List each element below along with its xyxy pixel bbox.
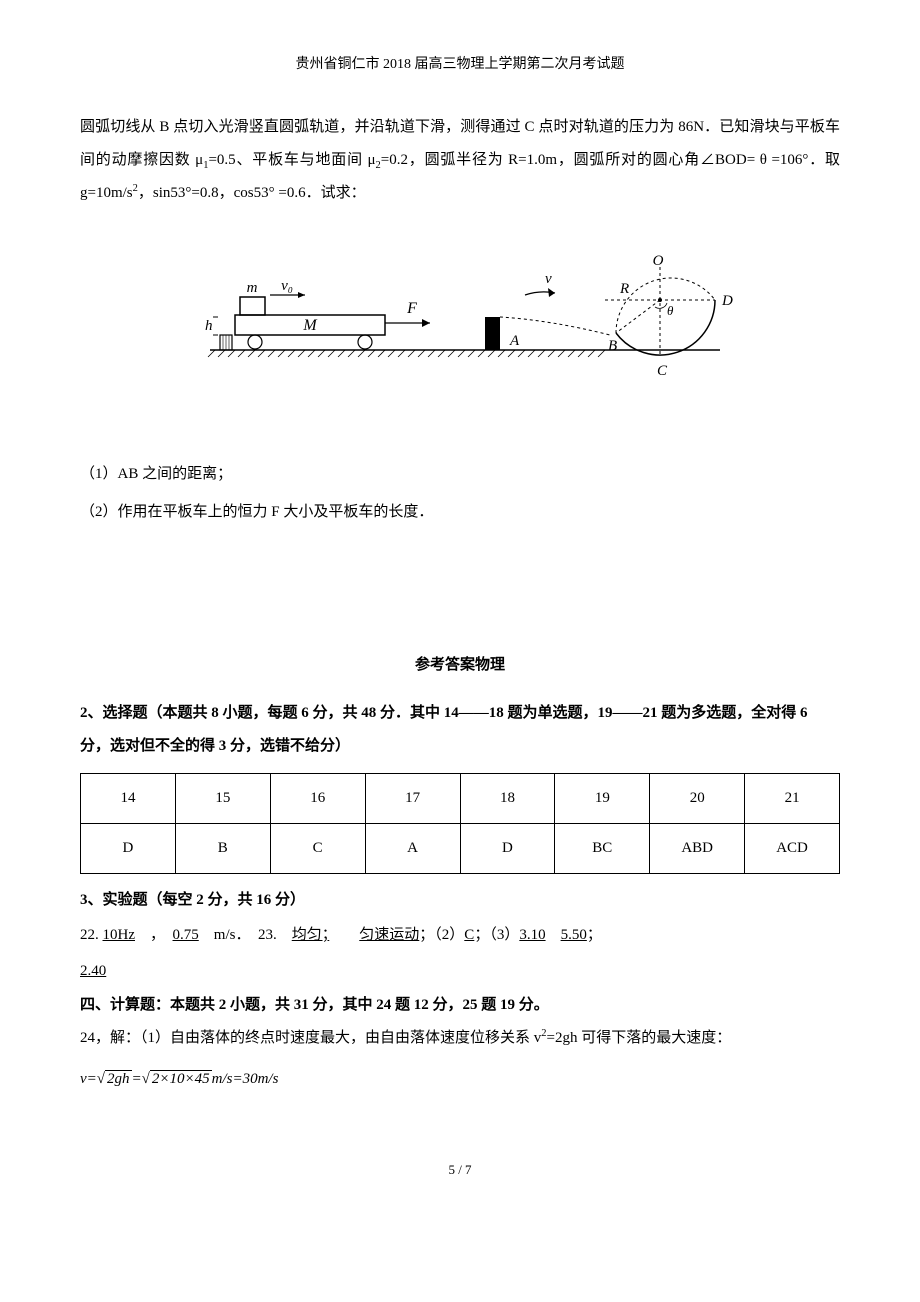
sub-question-2: （2）作用在平板车上的恒力 F 大小及平板车的长度． [80, 496, 840, 529]
table-header-cell: 21 [745, 773, 840, 823]
fill-23last: 2.40 [80, 963, 106, 979]
table-answer-cell: ABD [650, 823, 745, 873]
table-answer-cell: D [81, 823, 176, 873]
label-theta: θ [667, 303, 674, 318]
label-A: A [509, 333, 520, 349]
fill-22b: 0.75 [173, 927, 199, 943]
choice-title: 2、选择题（本题共 8 小题，每题 6 分，共 48 分．其中 14——18 题… [80, 697, 840, 763]
table-row: 14 15 16 17 18 19 20 21 [81, 773, 840, 823]
table-header-cell: 19 [555, 773, 650, 823]
physics-diagram: M m v₀ F h A v O R [80, 235, 840, 428]
table-answer-cell: ACD [745, 823, 840, 873]
fill-22unit: m/s． [214, 927, 243, 943]
label-m: m [247, 280, 258, 296]
table-answer-cell: A [365, 823, 460, 873]
page-header: 贵州省铜仁市 2018 届高三物理上学期第二次月考试题 [80, 50, 840, 81]
table-row: D B C A D BC ABD ACD [81, 823, 840, 873]
problem-text: 圆弧切线从 B 点切入光滑竖直圆弧轨道，并沿轨道下滑，测得通过 C 点时对轨道的… [80, 111, 840, 210]
answer-table: 14 15 16 17 18 19 20 21 D B C A D BC ABD… [80, 773, 840, 874]
q24-suffix: =2gh 可得下落的最大速度： [547, 1030, 732, 1046]
problem-line2-suffix: =0.2，圆弧半径为 [381, 152, 504, 168]
table-header-cell: 18 [460, 773, 555, 823]
problem-line3-suffix: ，sin53°=0.8，cos53° [138, 185, 275, 201]
label-R: R [619, 281, 629, 297]
fill-23b: 匀速运动 [359, 927, 419, 943]
fill-23c3a: 3.10 [519, 927, 545, 943]
table-header-cell: 14 [81, 773, 176, 823]
table-answer-cell: BC [555, 823, 650, 873]
table-header-cell: 17 [365, 773, 460, 823]
table-answer-cell: C [270, 823, 365, 873]
label-D: D [721, 293, 733, 309]
table-answer-cell: B [175, 823, 270, 873]
sub-question-1: （1）AB 之间的距离； [80, 458, 840, 491]
fill-23c2: C [464, 927, 474, 943]
label-M: M [302, 317, 318, 334]
label-F: F [406, 300, 417, 317]
fill-23a: 均匀； [292, 927, 330, 943]
problem-line4: =0.6．试求： [278, 185, 365, 201]
fill-23c3b: 5.50 [561, 927, 587, 943]
table-header-cell: 20 [650, 773, 745, 823]
label-O: O [653, 253, 664, 269]
label-v: v [545, 271, 552, 287]
table-header-cell: 15 [175, 773, 270, 823]
label-C: C [657, 363, 668, 379]
q24-prefix: 24，解：（1）自由落体的终点时速度最大，由自由落体速度位移关系 v [80, 1030, 541, 1046]
exp-title: 3、实验题（每空 2 分，共 16 分） [80, 884, 840, 917]
fill-22a: 10Hz [103, 927, 136, 943]
answer-section-title: 参考答案物理 [80, 649, 840, 682]
q24-formula: v=√2gh=√2×10×45m/s=30m/s [80, 1063, 840, 1096]
label-v0: v₀ [281, 278, 293, 294]
label-h: h [205, 318, 213, 334]
q24-solution: 24，解：（1）自由落体的终点时速度最大，由自由落体速度位移关系 v2=2gh … [80, 1022, 840, 1055]
table-answer-cell: D [460, 823, 555, 873]
label-B: B [608, 338, 617, 354]
fill-answers: 22. 10Hz ， 0.75 m/s． 23. 均匀； 匀速运动；（2）C；（… [80, 917, 840, 989]
problem-line1: 圆弧切线从 B 点切入光滑竖直圆弧轨道，并沿轨道下滑，测得通过 C 点时对轨道的… [80, 119, 674, 135]
table-header-cell: 16 [270, 773, 365, 823]
page-number: 5 / 7 [80, 1156, 840, 1185]
problem-line2-mid: =0.5、平板车与地面间 μ [208, 152, 375, 168]
calc-title: 四、计算题：本题共 2 小题，共 31 分，其中 24 题 12 分，25 题 … [80, 989, 840, 1022]
